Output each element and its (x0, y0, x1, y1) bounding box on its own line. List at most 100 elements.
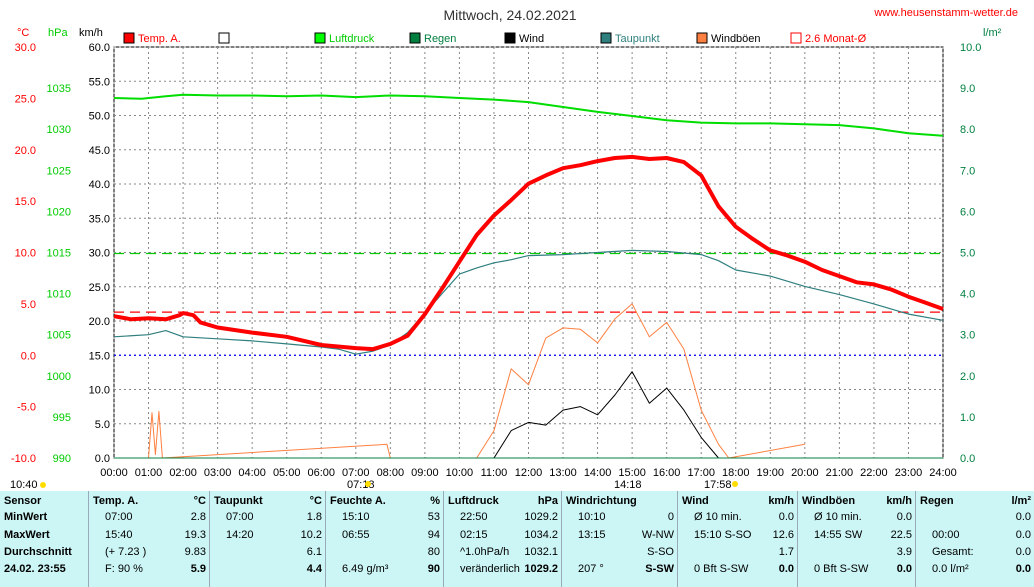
time-tick-label: 17:00 (687, 467, 715, 479)
temp-tick-label: 5.0 (21, 299, 36, 311)
stats-cell-value: 1029.2 (524, 563, 558, 575)
stats-header: Feuchte A. (330, 495, 386, 507)
temp-tick-label: 20.0 (15, 145, 36, 157)
stats-cell-label: (+ 7.23 ) (105, 546, 147, 558)
legend-label: Temp. A. (138, 33, 181, 45)
stats-unit: l/m² (1011, 495, 1031, 507)
stats-header: Windrichtung (566, 495, 637, 507)
time-tick-label: 13:00 (549, 467, 577, 479)
time-tick-label: 06:00 (307, 467, 335, 479)
stats-column: Regen l/m² 0.0 00:00 0.0 Gesamt: 0.0 0.0 l/m² 0.… (915, 491, 1034, 587)
stats-unit: °C (193, 495, 206, 507)
stats-cell-value: 1.8 (306, 511, 322, 523)
stats-cell-value: 0.0 (896, 563, 912, 575)
pressure-tick-label: 1020 (47, 206, 71, 218)
pressure-tick-label: 990 (53, 453, 71, 465)
stats-row-label: 24.02. 23:55 (4, 563, 66, 575)
pressure-tick-label: 1015 (47, 248, 71, 260)
stats-header: Regen (920, 495, 954, 507)
time-tick-label: 04:00 (238, 467, 266, 479)
legend-swatch (314, 32, 326, 44)
time-tick-label: 08:00 (377, 467, 405, 479)
stats-cell-label: 207 ° (578, 563, 604, 575)
stats-column: Taupunkt °C 07:00 1.8 14:20 10.2 6.1 4.4 (209, 491, 326, 587)
stats-cell-label: 14:20 (226, 529, 254, 541)
stats-cell-label: 06:55 (342, 529, 370, 541)
wind-tick-label: 35.0 (89, 213, 110, 225)
chart-title: Mittwoch, 24.02.2021 (443, 7, 576, 23)
pressure-tick-label: 1010 (47, 289, 71, 301)
legend-label: 2.6 Monat-Ø (805, 33, 867, 45)
pressure-tick-label: 1030 (47, 124, 71, 136)
rain-tick-label: 1.0 (960, 412, 975, 424)
stats-header: Windböen (802, 495, 856, 507)
sun-icon (40, 482, 46, 488)
legend-label: Regen (424, 33, 456, 45)
wind-tick-label: 50.0 (89, 111, 110, 123)
stats-cell-label: Ø 10 min. (694, 511, 742, 523)
stats-cell-value: 2.8 (190, 511, 206, 523)
stats-row-label: MinWert (4, 511, 48, 523)
legend-swatch (790, 32, 802, 44)
time-tick-label: 19:00 (757, 467, 785, 479)
stats-cell-label: F: 90 % (105, 563, 143, 575)
stats-cell-value: W-NW (641, 529, 674, 541)
stats-header: Sensor (4, 495, 42, 507)
rain-tick-label: 9.0 (960, 83, 975, 95)
stats-cell-label: 6.49 g/m³ (342, 563, 389, 575)
wind-tick-label: 55.0 (89, 76, 110, 88)
stats-cell-label: veränderlich (460, 563, 520, 575)
stats-cell-value: 0.0 (778, 563, 794, 575)
wind-tick-label: 15.0 (89, 350, 110, 362)
stats-cell-label: 07:00 (105, 511, 133, 523)
time-tick-label: 10:00 (446, 467, 474, 479)
temp-tick-label: -5.0 (17, 402, 36, 414)
stats-column: Luftdruck hPa 22:50 1029.2 02:15 1034.2 ^1.0hP… (443, 491, 562, 587)
stats-cell-value: 4.4 (306, 563, 322, 575)
time-tick-label: 18:00 (722, 467, 750, 479)
sun-icon (732, 481, 738, 487)
stats-column: Windböen km/h Ø 10 min. 0.0 14:55 SW 22.5 3.9 0… (797, 491, 916, 587)
stats-table: Sensor MinWert MaxWert Durchschnitt 24.02. 2… (0, 491, 1034, 587)
stats-cell-label: Ø 10 min. (814, 511, 862, 523)
temp-tick-label: 10.0 (15, 248, 36, 260)
stats-unit: °C (309, 495, 322, 507)
series-line-wind (493, 371, 719, 459)
legend-label: Windböen (711, 33, 761, 45)
time-tick-label: 20:00 (791, 467, 819, 479)
stats-cell-value: 1029.2 (524, 511, 558, 523)
rain-tick-label: 8.0 (960, 124, 975, 136)
temp-tick-label: 15.0 (15, 196, 36, 208)
series-line-luftdruck (113, 93, 944, 137)
stats-cell-value: 94 (427, 529, 440, 541)
rain-tick-label: 6.0 (960, 206, 975, 218)
sunset-label: 17:58 (704, 479, 732, 491)
legend-swatch (123, 32, 135, 44)
stats-header: Wind (682, 495, 709, 507)
pressure-tick-label: 1025 (47, 165, 71, 177)
legend-swatch (409, 32, 421, 44)
stats-cell-value: 6.1 (306, 546, 322, 558)
rain-tick-label: 10.0 (960, 42, 981, 54)
time-tick-label: 16:00 (653, 467, 681, 479)
series-line-windb-en (148, 303, 805, 459)
rain-tick-label: 3.0 (960, 330, 975, 342)
wind-tick-label: 20.0 (89, 316, 110, 328)
time-tick-label: 02:00 (169, 467, 197, 479)
wind-tick-label: 45.0 (89, 145, 110, 157)
time-tick-label: 12:00 (515, 467, 543, 479)
rain-tick-label: 4.0 (960, 289, 975, 301)
time-tick-label: 15:00 (618, 467, 646, 479)
legend-label: Taupunkt (615, 33, 660, 45)
stats-cell-label: Gesamt: (932, 546, 974, 558)
stats-cell-value: 1032.1 (524, 546, 558, 558)
time-tick-label: 07:00 (342, 467, 370, 479)
stats-cell-label: 0 Bft S-SW (694, 563, 749, 575)
pressure-tick-label: 1035 (47, 83, 71, 95)
stats-row-label: MaxWert (4, 529, 50, 541)
stats-cell-label: 15:40 (105, 529, 133, 541)
wind-tick-label: 0.0 (95, 453, 110, 465)
rain-tick-label: 7.0 (960, 165, 975, 177)
stats-unit: hPa (537, 495, 558, 507)
time-tick-label: 01:00 (135, 467, 163, 479)
